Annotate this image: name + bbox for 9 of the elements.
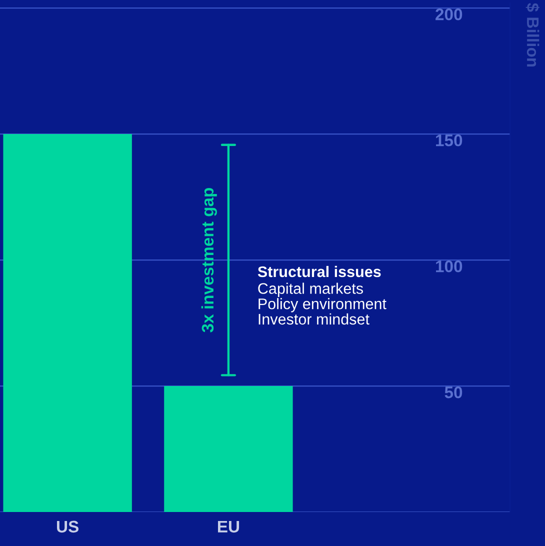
y-tick-label: 200 — [436, 8, 462, 20]
y-tick-label: 100 — [436, 260, 462, 272]
x-tick-label: EU — [218, 520, 240, 533]
y-tick-label: 50 — [444, 386, 462, 398]
y-tick-label: 150 — [436, 134, 462, 146]
x-tick-label: US — [56, 520, 78, 533]
annotation: 3x investment gap — [201, 188, 217, 332]
annotation: Structural issues — [258, 266, 381, 278]
annotation: Capital markets Policy environment Investor mindset — [258, 282, 386, 325]
